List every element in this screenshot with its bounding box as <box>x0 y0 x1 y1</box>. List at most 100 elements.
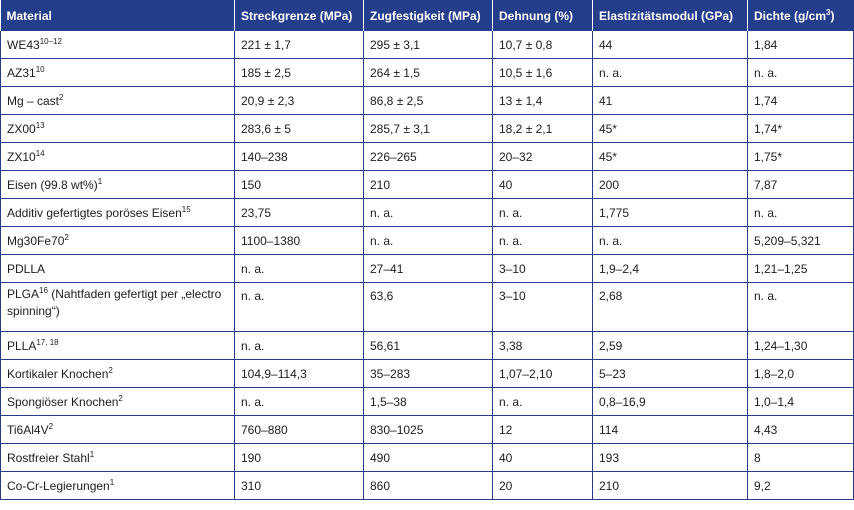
tensile-strength-cell: n. a. <box>363 226 493 255</box>
modulus-cell: 45* <box>592 114 748 143</box>
reference-superscript: 2 <box>108 365 113 375</box>
material-name-cell: ZX1014 <box>0 142 235 171</box>
material-name: Mg – cast <box>7 93 60 108</box>
material-name-cell: Mg30Fe702 <box>0 226 235 255</box>
material-name-cell: Co-Cr-Legierungen1 <box>0 471 235 500</box>
density-cell: 1,84 <box>747 31 854 59</box>
reference-superscript: 2 <box>59 92 64 102</box>
elongation-cell: 10,5 ± 1,6 <box>492 58 593 87</box>
reference-superscript: 1 <box>89 449 95 459</box>
table-row: Additiv gefertigtes poröses Eisen15 23,75… <box>0 198 854 227</box>
yield-strength-cell: 185 ± 2,5 <box>234 58 364 87</box>
material-name-cell: AZ3110 <box>0 58 235 87</box>
modulus-cell: 2,68 <box>592 282 748 332</box>
tensile-strength-cell: 86,8 ± 2,5 <box>363 86 493 115</box>
material-name: Co-Cr-Legierungen <box>7 478 110 493</box>
tensile-strength-cell: 56,61 <box>363 331 493 360</box>
elongation-cell: 20 <box>492 471 593 500</box>
yield-strength-cell: n. a. <box>234 387 364 416</box>
density-cell: 4,43 <box>747 415 854 444</box>
material-name: WE43 <box>7 37 40 52</box>
yield-strength-cell: 23,75 <box>234 198 364 227</box>
density-cell: 5,209–5,321 <box>747 226 854 255</box>
header-elongation: Dehnung (%) <box>492 0 593 31</box>
elongation-cell: 12 <box>492 415 593 444</box>
modulus-cell: 210 <box>592 471 748 500</box>
modulus-cell: 1,9–2,4 <box>592 254 748 283</box>
elongation-cell: 40 <box>492 443 593 472</box>
material-name-cell: PDLLA <box>0 254 235 283</box>
yield-strength-cell: 283,6 ± 5 <box>234 114 364 143</box>
yield-strength-cell: 104,9–114,3 <box>234 359 364 388</box>
density-cell: 1,74 <box>747 86 854 115</box>
tensile-strength-cell: 264 ± 1,5 <box>363 58 493 87</box>
reference-superscript: 10–12 <box>39 36 62 46</box>
table-row: Co-Cr-Legierungen1 310 860 20 210 9,2 <box>0 471 854 500</box>
material-name: Rostfreier Stahl <box>7 450 90 465</box>
yield-strength-cell: n. a. <box>234 254 364 283</box>
yield-strength-cell: 20,9 ± 2,3 <box>234 86 364 115</box>
material-name: Kortikaler Knochen <box>7 366 109 381</box>
material-name-cell: Additiv gefertigtes poröses Eisen15 <box>0 198 235 227</box>
material-name: Eisen (99.8 wt%) <box>7 177 98 192</box>
material-name-cell: Ti6Al4V2 <box>0 415 235 444</box>
header-density: Dichte (g/cm3) <box>747 0 854 31</box>
header-density-text: Dichte (g/cm <box>754 8 827 23</box>
table-row: AZ3110 185 ± 2,5 264 ± 1,5 10,5 ± 1,6 n. a. n… <box>0 58 854 87</box>
material-name-cell: PLLA17, 18 <box>0 331 235 360</box>
elongation-cell: n. a. <box>492 226 593 255</box>
modulus-cell: 193 <box>592 443 748 472</box>
elongation-cell: 40 <box>492 170 593 199</box>
yield-strength-cell: 1100–1380 <box>234 226 364 255</box>
density-cell: 9,2 <box>747 471 854 500</box>
modulus-cell: 200 <box>592 170 748 199</box>
header-density-close: ) <box>830 8 835 23</box>
reference-superscript: 2 <box>118 393 123 403</box>
material-name-note: (Nahtfaden gefertigt per „electro spinni… <box>7 287 222 318</box>
density-cell: 1,74* <box>747 114 854 143</box>
elongation-cell: 3–10 <box>492 282 593 332</box>
table-row: WE4310–12 221 ± 1,7 295 ± 3,1 10,7 ± 0,8 44 1… <box>0 31 854 59</box>
reference-superscript: 2 <box>48 421 54 431</box>
tensile-strength-cell: 1,5–38 <box>363 387 493 416</box>
reference-superscript: 15 <box>181 204 191 214</box>
elongation-cell: 3–10 <box>492 254 593 283</box>
modulus-cell: 45* <box>592 142 748 171</box>
tensile-strength-cell: 226–265 <box>363 142 493 171</box>
table-row: Mg30Fe702 1100–1380 n. a. n. a. n. a. 5,209–5… <box>0 226 854 255</box>
tensile-strength-cell: 295 ± 3,1 <box>363 31 493 59</box>
reference-superscript: 16 <box>39 286 48 295</box>
material-name-cell: Kortikaler Knochen2 <box>0 359 235 388</box>
elongation-cell: 20–32 <box>492 142 593 171</box>
yield-strength-cell: 140–238 <box>234 142 364 171</box>
tensile-strength-cell: 35–283 <box>363 359 493 388</box>
reference-superscript: 13 <box>35 120 45 130</box>
elongation-cell: n. a. <box>492 198 593 227</box>
table-row: PLLA17, 18 n. a. 56,61 3,38 2,59 1,24–1,30 <box>0 331 854 360</box>
material-name-cell: WE4310–12 <box>0 31 235 59</box>
density-cell: n. a. <box>747 198 854 227</box>
density-cell: 1,24–1,30 <box>747 331 854 360</box>
elongation-cell: 10,7 ± 0,8 <box>492 31 593 59</box>
modulus-cell: 114 <box>592 415 748 444</box>
yield-strength-cell: n. a. <box>234 282 364 332</box>
table-row: PLGA16 (Nahtfaden gefertigt per „electro… <box>0 282 854 332</box>
table-row: ZX1014 140–238 226–265 20–32 45* 1,75* <box>0 142 854 171</box>
material-name-cell: Rostfreier Stahl1 <box>0 443 235 472</box>
yield-strength-cell: 150 <box>234 170 364 199</box>
table-body: WE4310–12 221 ± 1,7 295 ± 3,1 10,7 ± 0,8 44 1… <box>0 31 854 500</box>
modulus-cell: 2,59 <box>592 331 748 360</box>
table-row: PDLLA n. a. 27–41 3–10 1,9–2,4 1,21–1,25 <box>0 254 854 283</box>
material-name: Additiv gefertigtes poröses Eisen <box>7 205 182 220</box>
material-name-cell: Mg – cast2 <box>0 86 235 115</box>
yield-strength-cell: 760–880 <box>234 415 364 444</box>
table-header: Material Streckgrenze (MPa) Zugfestigkei… <box>0 0 854 31</box>
elongation-cell: 3,38 <box>492 331 593 360</box>
material-name: PLLA <box>7 338 37 353</box>
reference-superscript: 17, 18 <box>36 337 59 347</box>
elongation-cell: 13 ± 1,4 <box>492 86 593 115</box>
elongation-cell: 18,2 ± 2,1 <box>492 114 593 143</box>
elongation-cell: n. a. <box>492 387 593 416</box>
yield-strength-cell: n. a. <box>234 331 364 360</box>
